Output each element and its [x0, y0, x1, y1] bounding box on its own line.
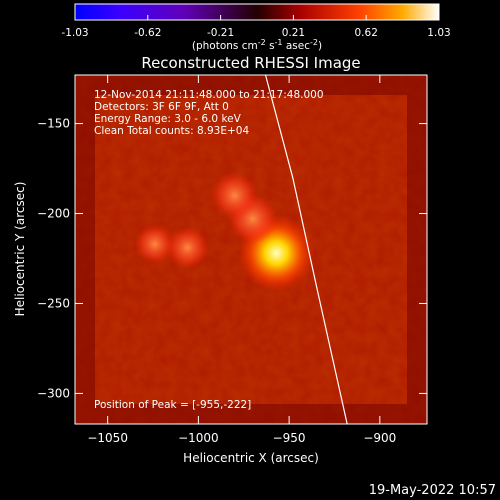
y-tick-label: −250 — [37, 296, 70, 310]
plot-title: Reconstructed RHESSI Image — [141, 54, 360, 72]
solar-limb — [264, 75, 348, 424]
x-tick-label: −1050 — [87, 431, 128, 445]
x-tick-label: −950 — [273, 431, 306, 445]
colorbar-tick-label: 0.21 — [282, 27, 305, 39]
colorbar — [74, 3, 440, 21]
colorbar-tick-label: -0.21 — [207, 27, 234, 39]
colorbar-unit: (photons cm-2 s-1 asec-2) — [192, 38, 322, 52]
colorbar-tick-label: -1.03 — [61, 27, 88, 39]
y-axis-ticks: −150 −200 −250 −300 — [37, 117, 427, 400]
colorbar-ticks: -1.03 -0.62 -0.21 0.21 0.62 1.03 — [61, 15, 451, 39]
xray-source — [166, 226, 209, 269]
y-tick-label: −150 — [37, 117, 70, 131]
xray-source — [134, 224, 175, 265]
xray-image — [75, 75, 427, 424]
plot-frame — [74, 74, 428, 425]
info-line-3: Energy Range: 3.0 - 6.0 keV — [94, 113, 242, 125]
info-line-2: Detectors: 3F 6F 9F, Att 0 — [94, 101, 229, 113]
info-line-1: 12-Nov-2014 21:11:48.000 to 21:17:48.000 — [94, 89, 324, 101]
colorbar-tick-label: -0.62 — [134, 27, 161, 39]
timestamp: 19-May-2022 10:57 — [369, 483, 496, 498]
x-axis-label: Heliocentric X (arcsec) — [183, 451, 319, 465]
colorbar-tick-label: 1.03 — [427, 27, 450, 39]
x-tick-label: −1000 — [178, 431, 219, 445]
xray-source — [211, 171, 259, 220]
peak-position: Position of Peak = [-955,-222] — [94, 399, 251, 411]
y-axis-label: Heliocentric Y (arcsec) — [13, 182, 27, 317]
info-line-4: Clean Total counts: 8.93E+04 — [94, 125, 249, 137]
y-tick-label: −200 — [37, 207, 70, 221]
x-axis-ticks: −1050 −1000 −950 −900 — [87, 75, 396, 445]
y-tick-label: −300 — [37, 386, 70, 400]
colorbar-tick-label: 0.62 — [355, 27, 378, 39]
x-tick-label: −900 — [363, 431, 396, 445]
